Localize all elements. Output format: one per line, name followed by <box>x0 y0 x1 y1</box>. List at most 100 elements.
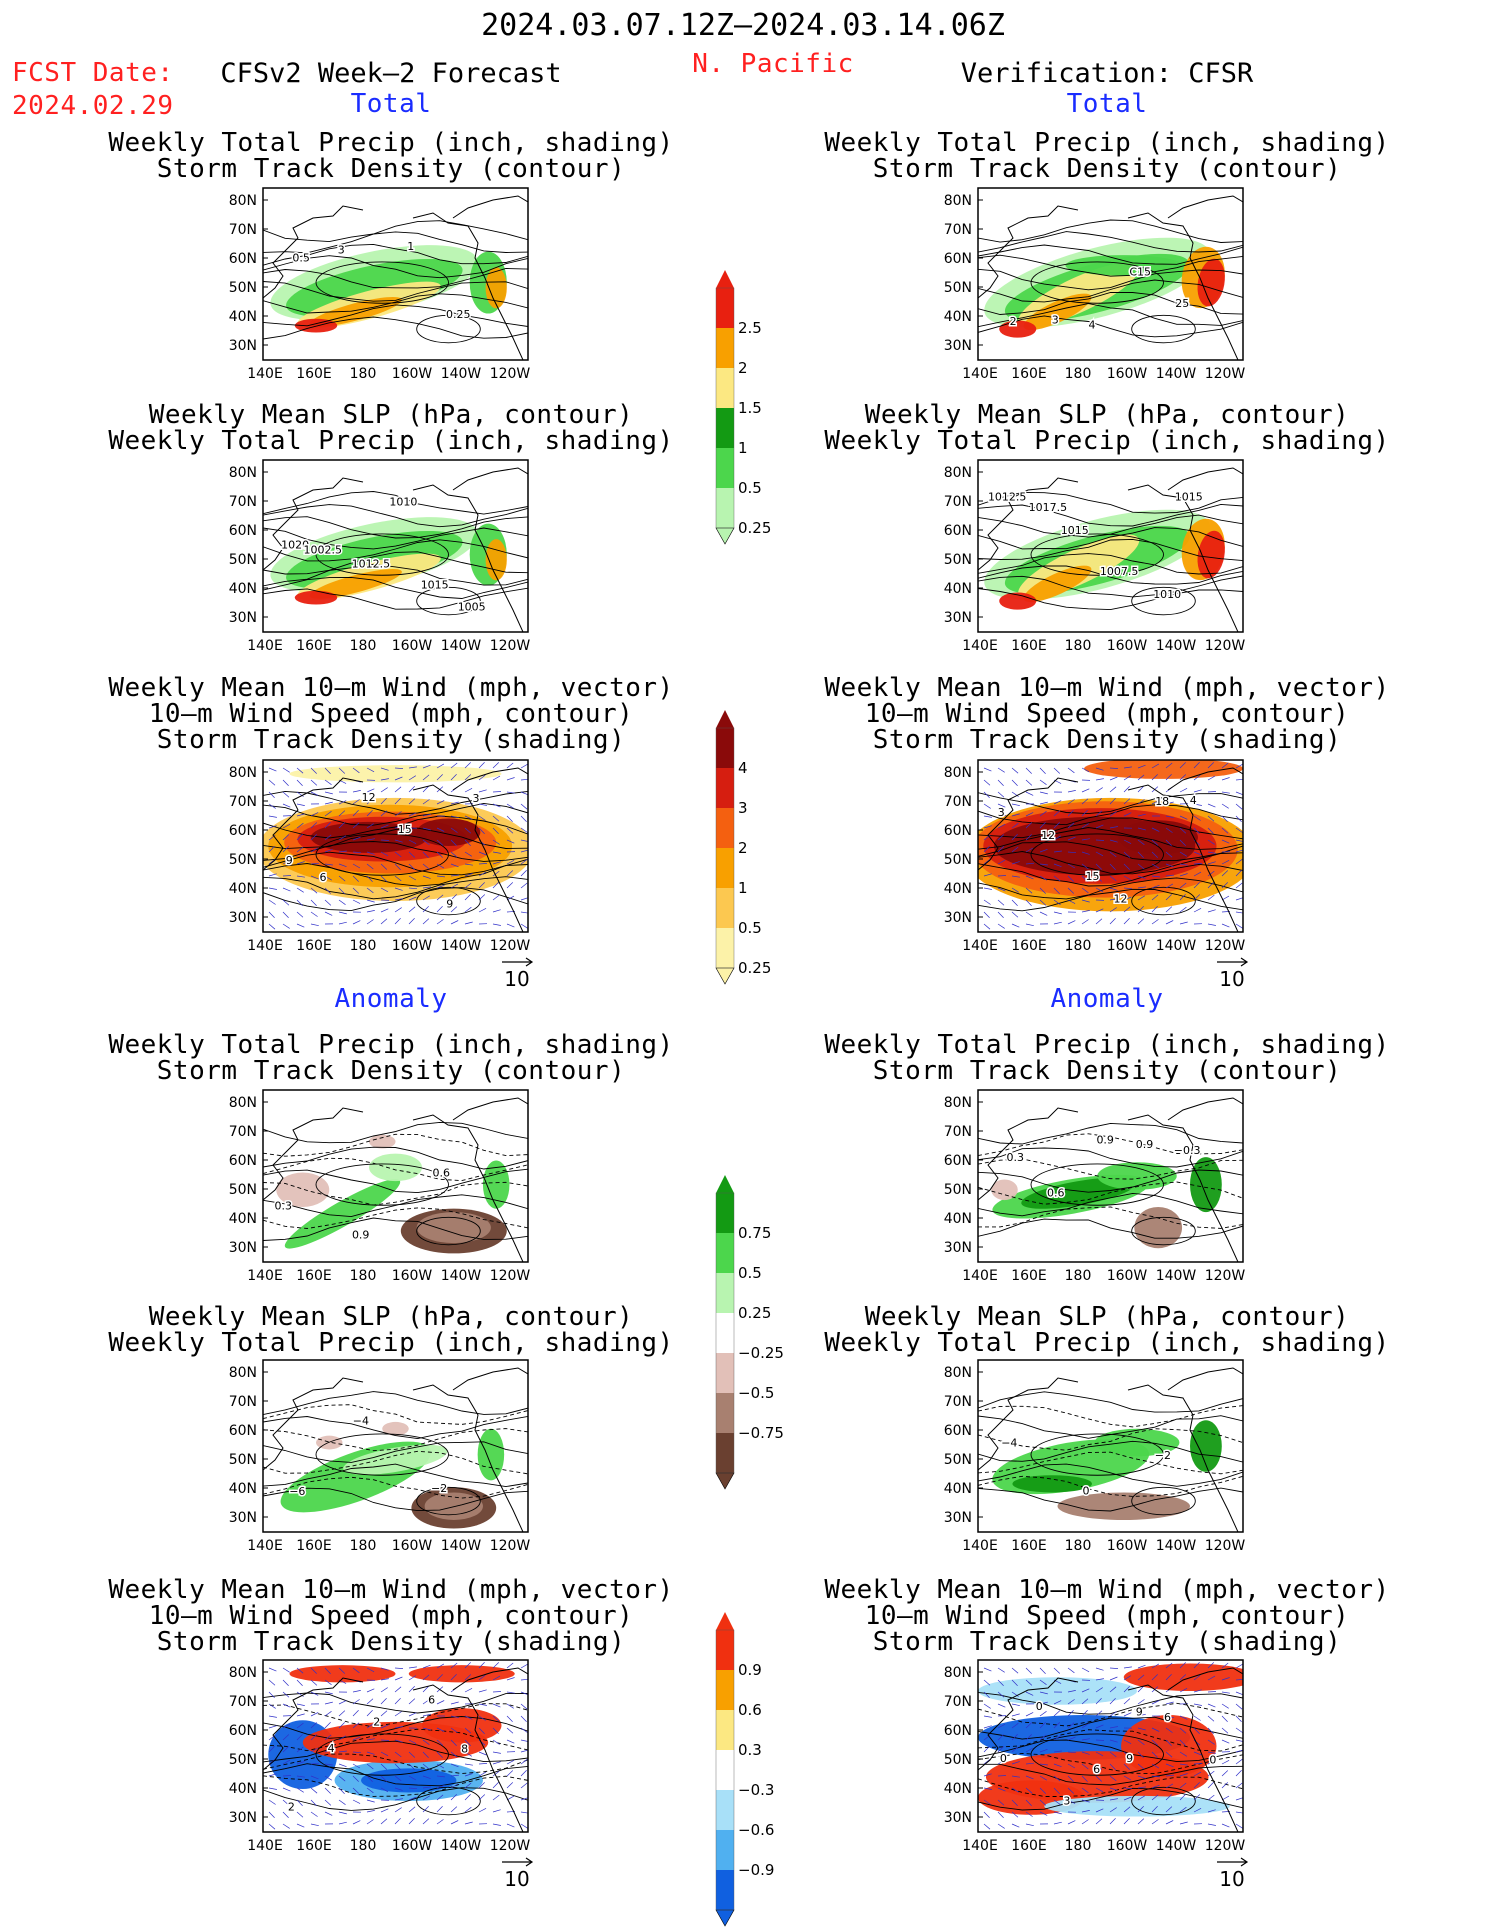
lat-label: 30N <box>944 1510 972 1526</box>
lat-label: 50N <box>944 280 972 296</box>
lon-label: 140W <box>1156 1538 1197 1554</box>
lon-label: 180 <box>350 938 377 954</box>
lon-label: 180 <box>1065 1838 1092 1854</box>
lon-label: 140E <box>962 1268 998 1284</box>
lat-label: 30N <box>944 338 972 354</box>
contour-label: 3 <box>338 244 345 257</box>
lat-label: 40N <box>944 1481 972 1497</box>
lat-label: 80N <box>229 1665 257 1681</box>
lat-label: 40N <box>229 881 257 897</box>
lat-label: 30N <box>229 338 257 354</box>
lon-label: 140W <box>441 1268 482 1284</box>
contour-label: 3 <box>1063 1795 1070 1808</box>
lon-label: 140E <box>247 1268 283 1284</box>
lon-label: 120W <box>490 1538 531 1554</box>
contour-label: 15 <box>1086 870 1100 883</box>
contour-label: 0 <box>1036 1700 1043 1713</box>
lon-label: 180 <box>1065 1538 1092 1554</box>
lat-label: 40N <box>229 309 257 325</box>
lat-label: 60N <box>229 823 257 839</box>
lat-label: 30N <box>229 1810 257 1826</box>
lat-label: 50N <box>944 1452 972 1468</box>
lon-label: 180 <box>350 366 377 382</box>
lat-label: 60N <box>229 251 257 267</box>
lon-label: 140W <box>441 638 482 654</box>
lon-label: 160E <box>1011 366 1047 382</box>
contour-label: 0.9 <box>1096 1133 1114 1146</box>
lon-label: 180 <box>1065 938 1092 954</box>
contour-label: 9 <box>446 898 453 911</box>
contour-label: 4 <box>1089 319 1096 332</box>
contour-label: 3 <box>473 792 480 805</box>
colorbar-tick-label: −0.5 <box>738 1384 774 1402</box>
panel-title-r3-c1-line2: Storm Track Density (contour) <box>873 1056 1341 1086</box>
vector-reference-label: 10 <box>1219 967 1244 991</box>
lon-label: 140W <box>441 366 482 382</box>
lat-label: 80N <box>944 465 972 481</box>
lat-label: 50N <box>944 852 972 868</box>
contour-label: 1002.5 <box>304 543 343 556</box>
contour-label: 4 <box>1190 794 1197 807</box>
lat-label: 70N <box>229 222 257 238</box>
vector-reference: 10 <box>498 1856 538 1894</box>
lon-label: 160E <box>296 1838 332 1854</box>
contour-label: 1017.5 <box>1029 501 1068 514</box>
lat-label: 60N <box>229 1423 257 1439</box>
forecast-title: CFSv2 Week–2 Forecast <box>220 58 561 89</box>
lon-label: 120W <box>1205 1838 1246 1854</box>
contour-label: 1015 <box>421 578 449 591</box>
fcst-date-label: FCST Date: <box>12 58 174 88</box>
lon-label: 120W <box>490 366 531 382</box>
lat-label: 60N <box>944 251 972 267</box>
lon-label: 140W <box>1156 638 1197 654</box>
contour-label: 12 <box>1041 829 1055 842</box>
contour-label: 0.9 <box>352 1229 370 1242</box>
lat-label: 40N <box>229 1211 257 1227</box>
contour-label: −6 <box>289 1485 305 1498</box>
contour-label: −2 <box>431 1482 447 1495</box>
lat-label: 70N <box>944 222 972 238</box>
contour-label: −0.3 <box>1174 1144 1201 1157</box>
lon-label: 160E <box>296 938 332 954</box>
lon-label: 180 <box>1065 1268 1092 1284</box>
lon-label: 140E <box>247 638 283 654</box>
colorbar-tick-label: 2 <box>738 359 748 377</box>
colorbar-tick-label: 2.5 <box>738 319 762 337</box>
panel-title-r4-c1-line2: Weekly Total Precip (inch, shading) <box>824 1328 1389 1358</box>
lon-label: 160E <box>296 366 332 382</box>
contour-label: −4 <box>1001 1437 1017 1450</box>
lon-label: 160E <box>1011 1838 1047 1854</box>
lat-label: 40N <box>229 1481 257 1497</box>
contour-label: 0.9 <box>1136 1138 1154 1151</box>
lon-label: 120W <box>490 938 531 954</box>
lat-label: 80N <box>229 765 257 781</box>
lon-label: 120W <box>1205 638 1246 654</box>
lon-label: 160W <box>1107 366 1148 382</box>
contour-label: 2 <box>1010 315 1017 328</box>
lat-label: 60N <box>944 1423 972 1439</box>
lat-label: 50N <box>229 1752 257 1768</box>
lat-label: 40N <box>944 881 972 897</box>
contour-label: 0 <box>1209 1754 1216 1767</box>
section-anomaly-right: Anomaly <box>1050 984 1163 1014</box>
lon-label: 140E <box>962 1538 998 1554</box>
contour-label: 1015 <box>1061 524 1089 537</box>
lon-label: 180 <box>350 1838 377 1854</box>
lon-label: 140E <box>962 938 998 954</box>
contour-label: 3 <box>1052 313 1059 326</box>
lon-label: 140W <box>441 938 482 954</box>
lon-label: 160E <box>296 638 332 654</box>
panel-title-r2-c0-line3: Storm Track Density (shading) <box>157 725 625 755</box>
contour-label: 1005 <box>458 601 486 614</box>
lon-label: 160E <box>1011 638 1047 654</box>
section-total-left: Total <box>351 89 432 119</box>
lon-label: 140W <box>1156 1838 1197 1854</box>
lat-label: 70N <box>229 1124 257 1140</box>
lat-label: 80N <box>229 1095 257 1111</box>
lon-label: 120W <box>490 638 531 654</box>
lon-label: 120W <box>1205 1538 1246 1554</box>
